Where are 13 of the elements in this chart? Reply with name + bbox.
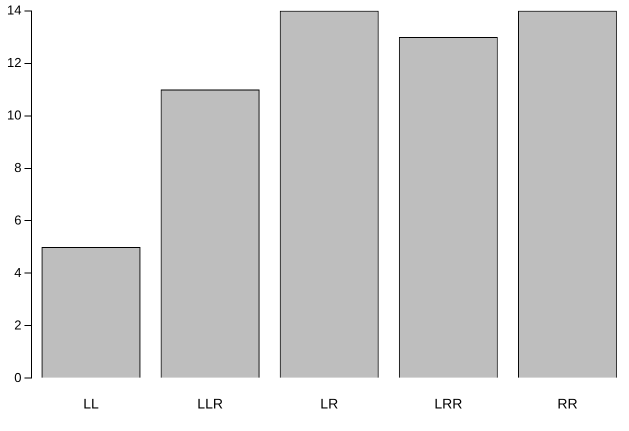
y-tick-label: 4: [14, 264, 22, 280]
x-tick-label: RR: [557, 395, 578, 412]
y-tick-label: 12: [6, 54, 22, 70]
x-tick-label: LLR: [197, 395, 223, 412]
y-tick-label: 10: [6, 107, 22, 122]
x-tick-label: LRR: [434, 395, 462, 412]
y-tick-label: 14: [6, 2, 22, 18]
y-tick-label: 2: [14, 317, 22, 332]
y-tick-label: 0: [14, 370, 22, 385]
y-tick-label: 8: [14, 160, 22, 175]
x-tick-label: LL: [83, 395, 100, 412]
y-tick-label: 6: [14, 212, 22, 228]
x-tick-label: LR: [320, 395, 338, 412]
